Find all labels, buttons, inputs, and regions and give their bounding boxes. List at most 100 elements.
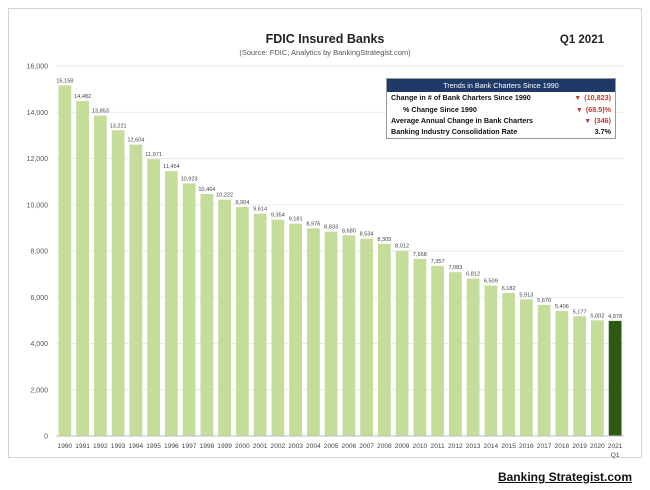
data-label: 5,177 [573,309,587,315]
y-tick-label: 8,000 [30,249,48,256]
x-tick-label: 2011 [431,443,446,450]
down-triangle-icon: ▼ [575,106,583,114]
trends-table-heading: Trends in Bank Charters Since 1990 [387,79,615,92]
trend-row: % Change Since 1990 ▼ (68.5)% [387,103,615,114]
data-label: 8,833 [324,225,338,231]
trend-label: % Change Since 1990 [403,104,477,114]
trend-value-text: (68.5)% [585,104,611,114]
bar [502,293,516,436]
bar [431,265,445,436]
chart-title: FDIC Insured Banks [265,32,385,46]
data-label: 12,604 [127,138,144,144]
data-label: 10,923 [181,176,198,182]
x-tick-label: 2000 [235,443,250,450]
bar [111,130,125,436]
x-tick-label: 2021 [608,443,623,450]
data-label: 8,012 [395,244,409,250]
bar [147,159,161,436]
down-triangle-icon: ▼ [584,117,592,125]
trend-row: Banking Industry Consolidation Rate 3.7% [387,126,615,137]
data-label: 5,002 [590,313,604,319]
y-tick-label: 4,000 [30,341,48,348]
x-tick-sublabel: Q1 [611,452,620,459]
trend-value: ▼ (10,823) [574,93,611,102]
x-tick-label: 2012 [448,443,463,450]
trend-value: ▼ (346) [584,116,611,125]
bar [377,243,391,436]
data-label: 13,221 [110,123,127,129]
bar [58,85,72,436]
bar [324,231,338,436]
bar [164,171,178,436]
bar [76,101,90,436]
data-label: 11,971 [145,152,162,158]
data-label: 10,222 [216,193,233,199]
trend-label: Change in # of Bank Charters Since 1990 [391,93,531,103]
x-tick-label: 1990 [58,443,73,450]
trend-value-text: (346) [594,115,611,125]
y-tick-label: 6,000 [30,295,48,302]
x-tick-label: 1996 [164,443,179,450]
x-tick-label: 2006 [342,443,357,450]
data-label: 4,978 [608,314,622,320]
x-tick-label: 1992 [93,443,108,450]
x-tick-label: 1999 [217,443,232,450]
x-tick-label: 2013 [466,443,481,450]
y-tick-label: 10,000 [27,202,49,209]
data-label: 5,670 [537,298,551,304]
data-label: 11,454 [163,164,180,170]
x-tick-label: 2015 [501,443,516,450]
bar [537,304,551,436]
y-tick-label: 2,000 [30,387,48,394]
data-label: 8,534 [360,232,374,238]
data-label: 8,305 [377,237,391,243]
y-tick-label: 0 [44,434,48,441]
bar [218,199,232,436]
bar [360,238,374,436]
bar [608,320,622,436]
bar [342,235,356,436]
trends-table: Trends in Bank Charters Since 1990 Chang… [386,78,616,139]
bar [466,278,480,436]
x-tick-label: 2005 [324,443,339,450]
bar [555,310,569,436]
x-tick-label: 2014 [484,443,499,450]
data-label: 6,182 [502,286,516,292]
trend-value-text: (10,823) [584,93,611,103]
x-tick-label: 2001 [253,443,268,450]
data-label: 7,083 [448,265,462,271]
bar [573,316,587,436]
x-tick-label: 2004 [306,443,321,450]
data-label: 14,482 [74,94,91,100]
bar [235,206,249,436]
data-label: 7,658 [413,252,427,258]
bar [93,115,107,436]
data-label: 8,976 [306,221,320,227]
brand-logo-text: Banking Strategist.com [497,470,632,484]
x-tick-label: 1997 [182,443,197,450]
trend-row: Average Annual Change in Bank Charters ▼… [387,115,615,126]
bar [182,183,196,436]
x-tick-label: 2020 [590,443,605,450]
bar [395,250,409,436]
bar [448,272,462,436]
trend-value: ▼ (68.5)% [576,105,611,114]
x-tick-label: 1991 [75,443,90,450]
y-tick-label: 12,000 [27,156,49,163]
x-tick-label: 2017 [537,443,552,450]
data-label: 9,181 [289,217,303,223]
trend-label: Banking Industry Consolidation Rate [391,127,518,137]
data-label: 5,406 [555,304,569,310]
data-label: 9,614 [253,207,267,213]
bar [271,219,285,436]
data-label: 13,853 [92,109,109,115]
data-label: 8,680 [342,228,356,234]
bar [129,144,143,436]
bar [200,194,214,436]
data-label: 15,158 [56,78,73,84]
bar [484,285,498,436]
bar [519,299,533,436]
bar [413,258,427,436]
x-tick-label: 2007 [359,443,374,450]
bar [289,223,303,436]
